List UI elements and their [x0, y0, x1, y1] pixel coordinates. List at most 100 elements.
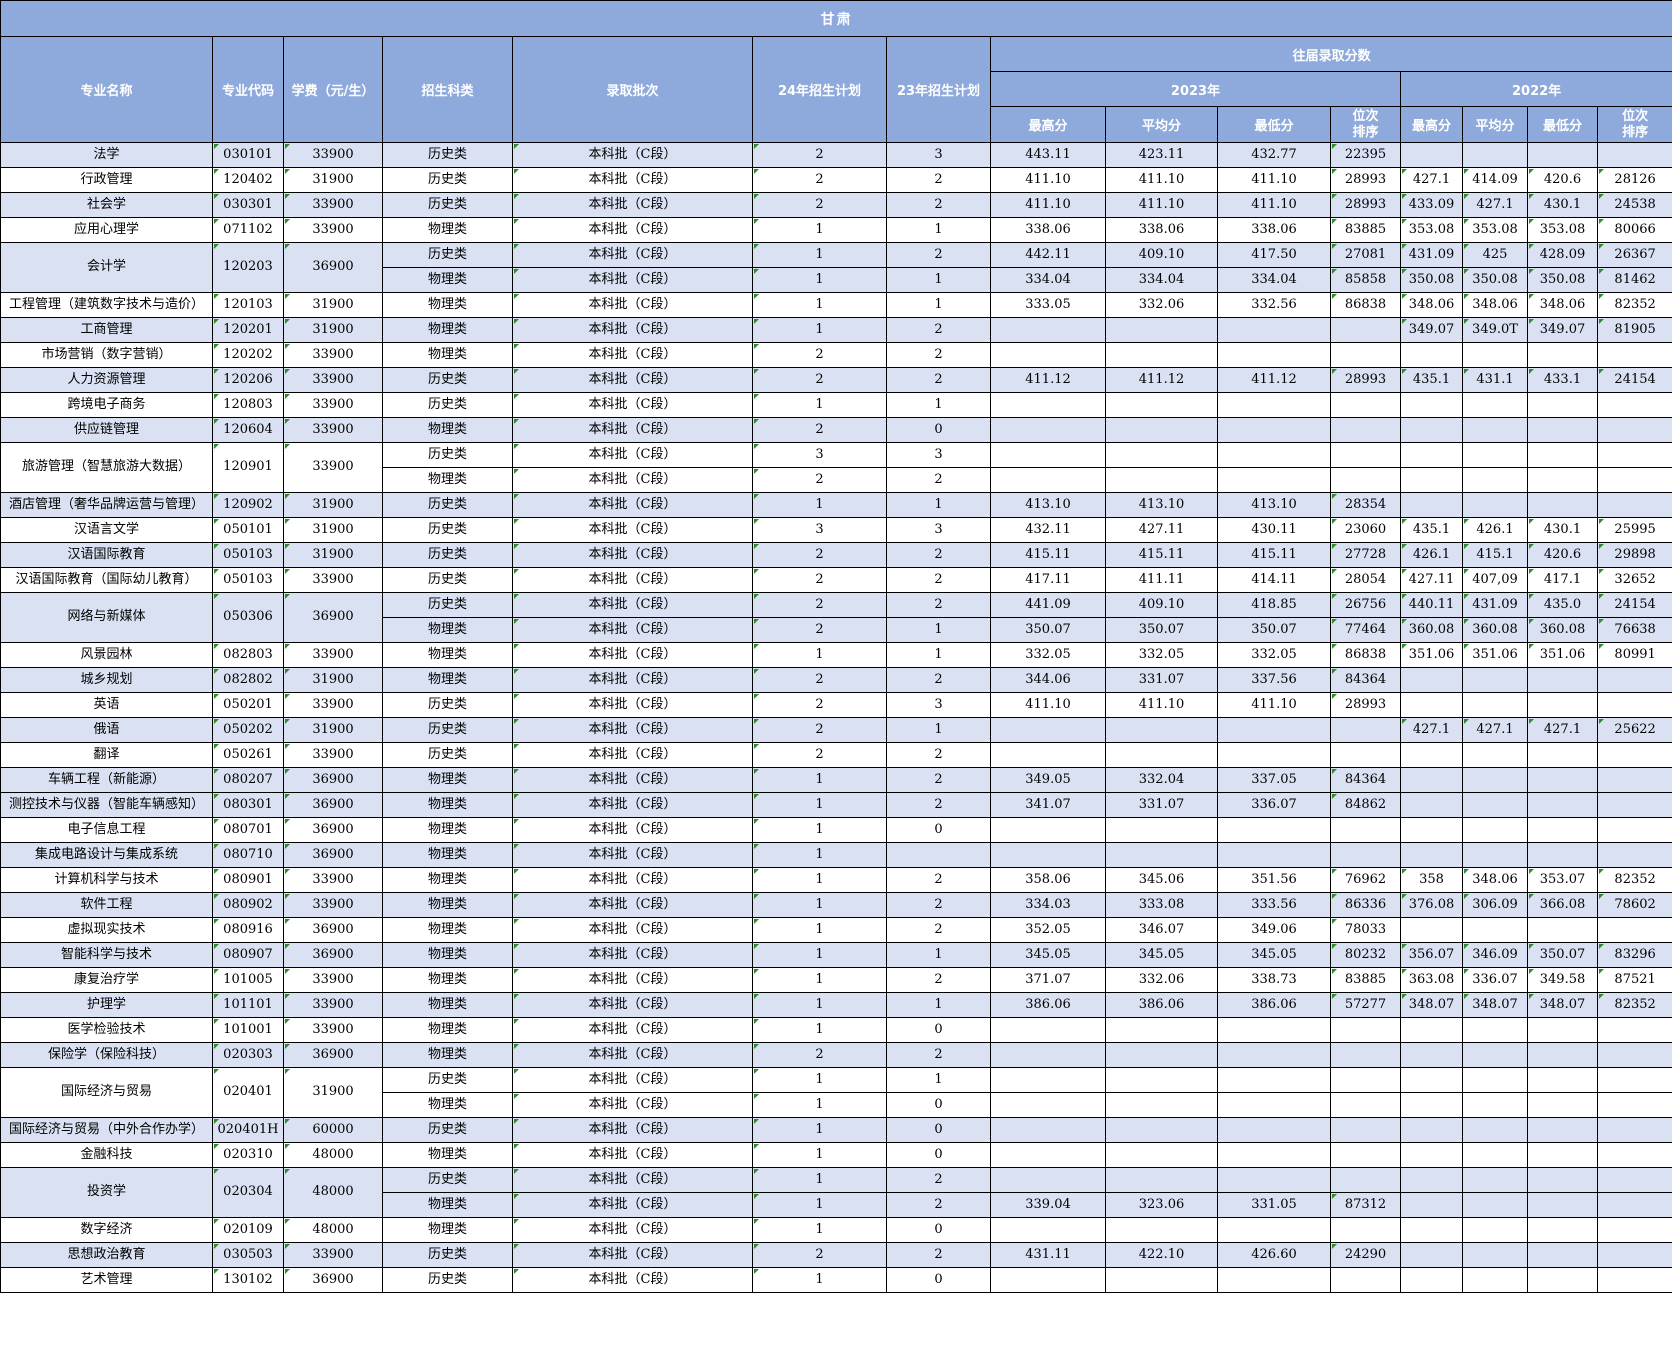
cell-subject-category: 历史类 [382, 242, 513, 268]
cell-subject-category: 物理类 [382, 217, 513, 243]
cell-2022-max [1400, 792, 1463, 818]
cell-tuition: 33900 [283, 417, 383, 443]
cell-admission-batch: 本科批（C段） [512, 1167, 753, 1193]
cell-plan-2024: 1 [752, 217, 887, 243]
cell-tuition: 33900 [283, 992, 383, 1018]
cell-major-code: 120206 [212, 367, 284, 393]
cell-2023-rank [1330, 417, 1401, 443]
cell-tuition: 31900 [283, 717, 383, 743]
cell-admission-batch: 本科批（C段） [512, 917, 753, 943]
table-row: 电子信息工程 080701 36900 物理类 本科批（C段） 1 0 [0, 817, 1672, 843]
cell-plan-2023 [886, 842, 991, 868]
cell-2023-max [990, 1217, 1106, 1243]
cell-subject-category: 物理类 [382, 467, 513, 493]
cell-tuition: 48000 [283, 1142, 383, 1168]
table-row: 国际经济与贸易 020401 31900 历史类 本科批（C段） 1 1 [0, 1067, 1672, 1118]
cell-2022-avg: 425 [1462, 242, 1528, 268]
table-row: 护理学 101101 33900 物理类 本科批（C段） 1 1 386.06 386.06 38… [0, 992, 1672, 1018]
cell-plan-2023: 3 [886, 692, 991, 718]
cell-2023-rank [1330, 817, 1401, 843]
cell-2022-min [1527, 1192, 1598, 1218]
cell-2022-avg [1462, 1242, 1528, 1268]
cell-2023-avg: 333.08 [1105, 892, 1218, 918]
table-row: 旅游管理（智慧旅游大数据） 120901 33900 历史类 本科批（C段） 3 3 [0, 442, 1672, 493]
cell-plan-2023: 0 [886, 1017, 991, 1043]
cell-2023-avg: 334.04 [1105, 267, 1218, 293]
cell-major-name: 数字经济 [0, 1217, 213, 1243]
cell-plan-2024: 1 [752, 1217, 887, 1243]
cell-2023-avg: 323.06 [1105, 1192, 1218, 1218]
cell-2023-avg [1105, 342, 1218, 368]
cell-2022-avg [1462, 767, 1528, 793]
cell-2022-rank [1596, 692, 1672, 718]
cell-major-code: 050261 [212, 742, 284, 768]
cell-tuition: 33900 [283, 692, 383, 718]
table-row: 软件工程 080902 33900 物理类 本科批（C段） 1 2 334.03 333.08 3… [0, 892, 1672, 918]
cell-2022-rank [1596, 142, 1672, 168]
cell-2022-min: 435.0 [1527, 592, 1598, 618]
cell-major-name: 康复治疗学 [0, 967, 213, 993]
cell-plan-2023: 2 [886, 242, 991, 268]
cell-plan-2023: 0 [886, 1217, 991, 1243]
cell-2022-min: 427.1 [1527, 717, 1598, 743]
table-row: 数字经济 020109 48000 物理类 本科批（C段） 1 0 [0, 1217, 1672, 1243]
cell-2023-max: 411.10 [990, 692, 1106, 718]
cell-2022-rank: 87521 [1596, 967, 1672, 993]
col-year-2022: 2022年 [1399, 71, 1672, 107]
cell-2022-avg [1462, 742, 1528, 768]
cell-2022-rank [1596, 1217, 1672, 1243]
cell-2023-avg: 345.05 [1105, 942, 1218, 968]
col-2022-rank: 位次排序 [1596, 106, 1672, 143]
cell-major-code: 080701 [212, 817, 284, 843]
cell-2022-min [1527, 417, 1598, 443]
cell-2022-rank [1596, 1042, 1672, 1068]
cell-admission-batch: 本科批（C段） [512, 392, 753, 418]
cell-tuition: 36900 [283, 767, 383, 793]
cell-admission-batch: 本科批（C段） [512, 167, 753, 193]
cell-2023-rank: 28054 [1330, 567, 1401, 593]
col-year-2023: 2023年 [990, 71, 1401, 107]
cell-2023-rank [1330, 342, 1401, 368]
cell-plan-2024: 1 [752, 792, 887, 818]
table-body: 法学 030101 33900 历史类 本科批（C段） 2 3 443.11 423.11 432… [0, 142, 1672, 1293]
cell-2023-min: 338.73 [1217, 967, 1331, 993]
cell-plan-2023: 2 [886, 967, 991, 993]
col-2023-rank: 位次排序 [1330, 106, 1401, 143]
cell-major-code: 020401 [212, 1067, 284, 1118]
cell-2022-avg: 431.09 [1462, 592, 1528, 618]
cell-subject-category: 物理类 [382, 417, 513, 443]
admissions-table: 甘肃 专业名称 专业代码 学费（元/生） 招生科类 录取批次 24年招生计划 2… [0, 0, 1672, 1293]
cell-2023-max: 432.11 [990, 517, 1106, 543]
cell-2023-rank [1330, 1142, 1401, 1168]
cell-2023-rank [1330, 392, 1401, 418]
cell-plan-2024: 1 [752, 1092, 887, 1118]
cell-plan-2023: 2 [886, 742, 991, 768]
cell-2022-avg [1462, 917, 1528, 943]
cell-2022-avg: 348.06 [1462, 292, 1528, 318]
cell-2023-rank [1330, 842, 1401, 868]
cell-2022-rank: 24154 [1596, 592, 1672, 618]
cell-2023-avg: 332.04 [1105, 767, 1218, 793]
cell-2022-avg: 346.09 [1462, 942, 1528, 968]
cell-plan-2023: 1 [886, 642, 991, 668]
cell-subject-category: 物理类 [382, 1192, 513, 1218]
cell-admission-batch: 本科批（C段） [512, 292, 753, 318]
cell-2022-max [1400, 667, 1463, 693]
cell-2023-max: 441.09 [990, 592, 1106, 618]
cell-2022-max [1400, 1042, 1463, 1068]
cell-subject-category: 物理类 [382, 1217, 513, 1243]
cell-admission-batch: 本科批（C段） [512, 992, 753, 1018]
cell-2022-avg [1462, 1042, 1528, 1068]
cell-plan-2024: 1 [752, 842, 887, 868]
cell-tuition: 36900 [283, 842, 383, 868]
cell-tuition: 33900 [283, 217, 383, 243]
region-title: 甘肃 [0, 0, 1672, 37]
cell-2023-max: 442.11 [990, 242, 1106, 268]
cell-admission-batch: 本科批（C段） [512, 1017, 753, 1043]
cell-2023-avg [1105, 467, 1218, 493]
cell-2022-max [1400, 1092, 1463, 1118]
cell-2023-min: 332.56 [1217, 292, 1331, 318]
cell-subject-category: 历史类 [382, 1267, 513, 1293]
cell-2022-min [1527, 492, 1598, 518]
cell-2023-min [1217, 1017, 1331, 1043]
